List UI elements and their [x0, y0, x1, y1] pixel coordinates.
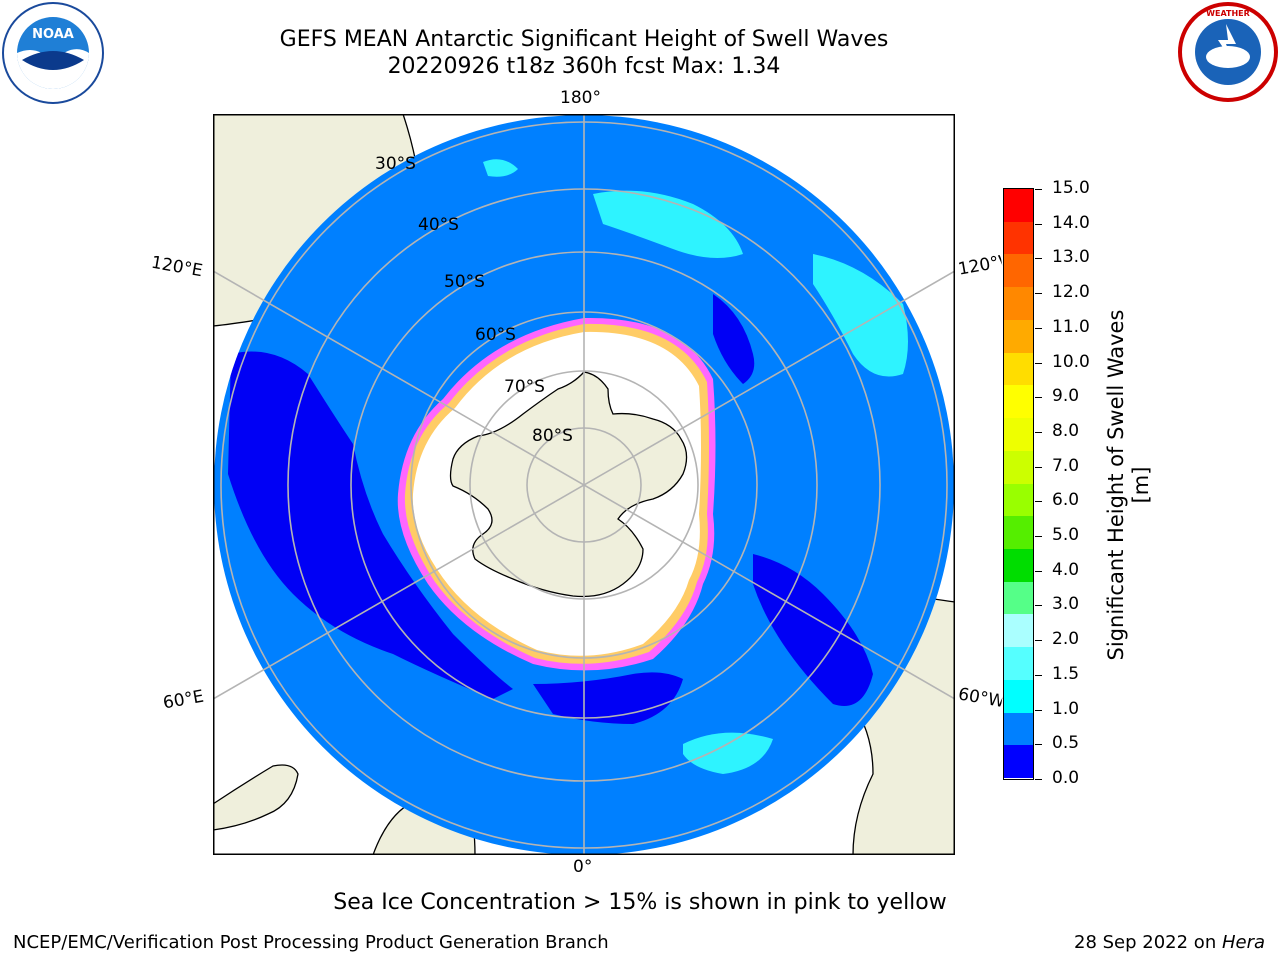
noaa-logo: NOAA	[2, 2, 104, 104]
colorbar-tick	[1035, 189, 1042, 190]
colorbar-tick-label: 2.0	[1052, 629, 1080, 650]
colorbar-segment	[1004, 352, 1033, 386]
nws-logo: WEATHER	[1178, 2, 1278, 102]
low-swell-band-north	[713, 294, 755, 384]
colorbar-segment	[1004, 287, 1033, 321]
colorbar	[1003, 188, 1034, 780]
lon-label-0: 0°	[573, 857, 593, 877]
colorbar-tick	[1035, 431, 1042, 433]
colorbar-segment	[1004, 319, 1033, 354]
colorbar-tick	[1035, 605, 1042, 607]
lon-label-120w: 120°W	[956, 252, 1004, 280]
colorbar-segment	[1004, 450, 1033, 484]
footer-credit: NCEP/EMC/Verification Post Processing Pr…	[13, 932, 609, 953]
low-swell-band-south	[533, 672, 683, 724]
map-frame	[213, 114, 955, 855]
colorbar-tick	[1035, 640, 1042, 642]
colorbar-tick-label: 13.0	[1052, 247, 1090, 268]
colorbar-tick	[1035, 466, 1042, 468]
colorbar-tick	[1035, 258, 1042, 260]
colorbar-segment	[1004, 679, 1033, 714]
colorbar-tick-label: 15.0	[1052, 178, 1090, 198]
colorbar-tick-label: 1.0	[1052, 698, 1080, 719]
svg-text:WEATHER: WEATHER	[1206, 9, 1250, 18]
lat-label-30: 30°S	[375, 154, 416, 174]
lat-label-50: 50°S	[444, 272, 485, 292]
antarctica-landmass	[449, 371, 688, 598]
colorbar-tick-label: 3.0	[1052, 594, 1080, 615]
sea-ice-note: Sea Ice Concentration > 15% is shown in …	[333, 890, 947, 915]
colorbar-tick-label: 14.0	[1052, 212, 1090, 233]
graticule	[213, 114, 955, 855]
colorbar-tick-label: 10.0	[1052, 351, 1090, 372]
lon-label-120e: 120°E	[149, 252, 205, 282]
colorbar-tick-label: 9.0	[1052, 386, 1080, 407]
colorbar-segment	[1004, 647, 1033, 681]
colorbar-tick	[1035, 397, 1042, 399]
colorbar-tick-label: 12.0	[1052, 282, 1090, 303]
colorbar-segment	[1004, 614, 1033, 648]
chart-title: GEFS MEAN Antarctic Significant Height o…	[279, 27, 889, 52]
colorbar-segment	[1004, 581, 1033, 615]
colorbar-segment	[1004, 516, 1033, 550]
colorbar-tick-label: 1.5	[1052, 663, 1080, 684]
swell-patch-east	[813, 254, 908, 377]
colorbar-segment	[1004, 385, 1033, 419]
colorbar-tick	[1035, 536, 1042, 538]
colorbar-tick-label: 0.0	[1052, 768, 1080, 788]
colorbar-tick	[1035, 293, 1042, 295]
madagascar-landmass	[213, 764, 299, 831]
colorbar-tick-label: 4.0	[1052, 559, 1080, 580]
footer-date: 28 Sep 2022 on Hera	[1074, 932, 1265, 953]
swell-patch-north-small	[483, 159, 518, 177]
colorbar-label: Significant Height of Swell Waves [m]	[1104, 309, 1153, 661]
colorbar-tick	[1035, 501, 1042, 503]
colorbar-tick	[1035, 779, 1042, 780]
swell-patch-southeast	[683, 732, 773, 774]
meridian-60E-120W	[213, 270, 955, 700]
colorbar-segment	[1004, 745, 1033, 779]
colorbar-segment	[1004, 189, 1033, 223]
colorbar-tick	[1035, 327, 1042, 329]
colorbar-tick	[1035, 744, 1042, 746]
svg-text:NOAA: NOAA	[32, 27, 74, 42]
colorbar-tick-label: 0.5	[1052, 733, 1080, 754]
low-swell-band-west	[228, 351, 513, 699]
chart-subtitle: 20220926 t18z 360h fcst Max: 1.34	[387, 54, 781, 79]
colorbar-tick-label: 11.0	[1052, 316, 1090, 337]
lat-label-70: 70°S	[504, 377, 545, 397]
colorbar-segment	[1004, 712, 1033, 746]
lon-label-180: 180°	[560, 88, 601, 108]
colorbar-tick-label: 5.0	[1052, 525, 1080, 546]
colorbar-tick-label: 7.0	[1052, 455, 1080, 476]
colorbar-tick-label: 8.0	[1052, 420, 1080, 441]
colorbar-tick	[1035, 570, 1042, 572]
low-swell-band-east	[753, 554, 873, 706]
colorbar-tick	[1035, 709, 1042, 711]
colorbar-segment	[1004, 254, 1033, 288]
colorbar-segment	[1004, 548, 1033, 583]
footer-date-text: 28 Sep 2022 on	[1074, 932, 1222, 953]
colorbar-segment	[1004, 418, 1033, 452]
colorbar-tick	[1035, 674, 1042, 676]
lat-label-80: 80°S	[532, 426, 573, 446]
colorbar-tick	[1035, 223, 1042, 225]
colorbar-segment	[1004, 221, 1033, 255]
footer-host: Hera	[1221, 932, 1265, 953]
lon-label-60e: 60°E	[161, 686, 206, 714]
lat-label-60: 60°S	[475, 325, 516, 345]
colorbar-tick-label: 6.0	[1052, 490, 1080, 511]
colorbar-tick	[1035, 362, 1042, 364]
swell-patch-northeast	[593, 190, 743, 258]
lon-label-60w: 60°W	[956, 684, 1004, 712]
lat-label-40: 40°S	[418, 215, 459, 235]
polar-map: 30°S 40°S 50°S 60°S 70°S 80°S	[213, 114, 955, 855]
colorbar-segment	[1004, 483, 1033, 517]
